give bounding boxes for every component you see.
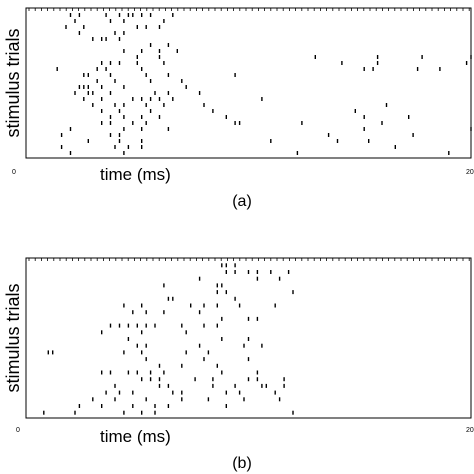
panel-b-label: (b)	[232, 455, 252, 472]
panel-a-xtick-end: 200	[466, 169, 474, 176]
panel-a-xlabel: time (ms)	[100, 165, 171, 184]
panel-a: stimulus trials 0 200 time (ms) (a)	[3, 7, 474, 210]
panel-a-spikes	[56, 13, 472, 155]
panel-a-frame	[25, 7, 472, 159]
panel-a-ylabel: stimulus trials	[3, 28, 23, 137]
panel-b: stimulus trials 0 200 time (ms) (b)	[3, 257, 474, 472]
panel-a-top-ticks	[28, 8, 470, 11]
panel-b-spikes	[43, 263, 294, 415]
panel-b-frame	[25, 257, 472, 419]
panel-a-label: (a)	[232, 193, 252, 210]
panel-b-top-ticks	[28, 258, 470, 261]
panel-b-ylabel: stimulus trials	[3, 283, 23, 392]
panel-b-xtick-0: 0	[16, 427, 20, 434]
panel-a-xtick-0: 0	[12, 169, 16, 176]
panel-b-xtick-end: 200	[466, 427, 474, 434]
panel-b-xlabel: time (ms)	[100, 427, 171, 446]
